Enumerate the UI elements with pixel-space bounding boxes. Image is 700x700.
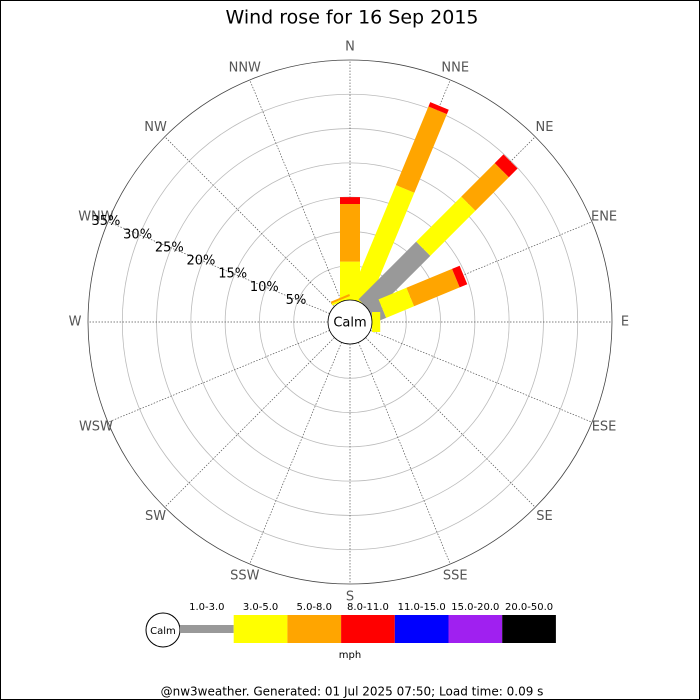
bar-segment <box>428 102 449 115</box>
direction-label: S <box>346 590 354 605</box>
spoke <box>164 136 335 307</box>
bar-segment <box>349 185 415 306</box>
legend-swatch <box>233 615 288 643</box>
grid-ring <box>87 59 613 585</box>
chart-title: Wind rose for 16 Sep 2015 <box>225 7 478 29</box>
direction-label: NNW <box>229 60 261 75</box>
legend-swatch <box>394 615 449 643</box>
direction-label: ENE <box>591 209 617 224</box>
bar-segment <box>340 204 360 262</box>
spoke <box>358 342 451 565</box>
r-tick-label: 10% <box>250 280 279 295</box>
direction-label: SSE <box>443 569 468 584</box>
spoke <box>107 221 330 314</box>
spoke <box>370 330 593 423</box>
legend-swatch <box>448 615 503 643</box>
direction-label: WNW <box>78 209 114 224</box>
bar-segment <box>416 196 476 256</box>
bar-segment <box>395 106 447 193</box>
legend-swatch <box>180 625 234 633</box>
direction-label: NW <box>144 120 167 135</box>
legend-swatch <box>502 615 556 643</box>
r-tick-label: 30% <box>123 227 152 242</box>
legend-label: 1.0-3.0 <box>189 602 224 613</box>
spoke <box>107 330 330 423</box>
bar-segment <box>372 312 381 332</box>
spoke <box>365 337 536 508</box>
spoke <box>249 342 342 565</box>
legend-calm-label: Calm <box>150 626 176 637</box>
direction-label: E <box>621 315 629 330</box>
spoke <box>164 337 335 508</box>
bar-segment <box>340 197 360 204</box>
legend-label: 20.0-50.0 <box>505 602 553 613</box>
calm-circle <box>327 299 373 345</box>
bar-segment <box>452 265 468 288</box>
direction-label: W <box>69 315 82 330</box>
bar-segment <box>461 163 509 211</box>
bar-segment <box>406 268 460 307</box>
legend-unit: mph <box>339 650 361 661</box>
direction-label: SW <box>145 509 166 524</box>
legend-label: 15.0-20.0 <box>451 602 499 613</box>
legend-swatch <box>287 615 342 643</box>
bar-segment <box>378 287 415 318</box>
direction-label: SSW <box>230 569 260 584</box>
bar-segment <box>330 294 351 304</box>
direction-label: SE <box>536 509 552 524</box>
bar-segment <box>366 299 387 323</box>
calm-label: Calm <box>333 316 366 331</box>
footer: @nw3weather. Generated: 01 Jul 2025 07:5… <box>161 685 544 699</box>
grid-ring <box>121 93 579 551</box>
direction-label: WSW <box>79 420 113 435</box>
r-tick-label: 25% <box>155 240 184 255</box>
direction-label: N <box>345 40 355 55</box>
grid-ring <box>190 162 510 482</box>
legend-label: 11.0-15.0 <box>398 602 446 613</box>
bar-segment <box>358 241 431 314</box>
legend-label: 8.0-11.0 <box>347 602 389 613</box>
r-tick-label: 20% <box>187 254 216 269</box>
direction-label: NE <box>535 120 553 135</box>
legend-label: 5.0-8.0 <box>297 602 332 613</box>
r-tick-label: 15% <box>218 267 247 282</box>
legend-swatch <box>341 615 395 643</box>
r-tick-label: 5% <box>286 293 307 308</box>
r-tick-label: 35% <box>91 214 120 229</box>
direction-label: ESE <box>592 420 617 435</box>
spoke <box>249 79 342 302</box>
legend-label: 3.0-5.0 <box>243 602 278 613</box>
bar-segment <box>494 154 518 178</box>
bar-segment <box>331 295 351 306</box>
direction-label: NNE <box>441 60 469 75</box>
